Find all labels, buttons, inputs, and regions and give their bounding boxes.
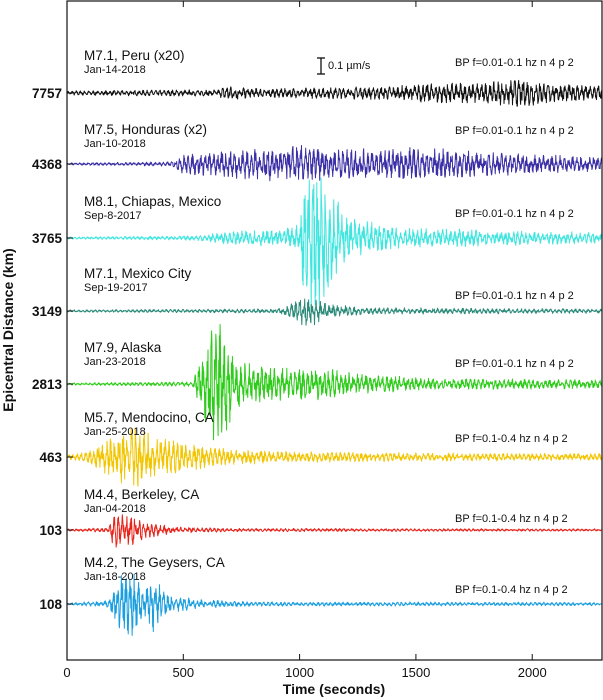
event-name-5: M7.9, Alaska bbox=[84, 340, 162, 355]
trace-8 bbox=[66, 573, 603, 636]
trace-4 bbox=[66, 298, 603, 326]
event-name-1: M7.1, Peru (x20) bbox=[84, 48, 185, 63]
filter-label-1: BP f=0.01-0.1 hz n 4 p 2 bbox=[455, 57, 574, 69]
event-date-6: Jan-25-2018 bbox=[84, 426, 146, 438]
event-date-1: Jan-14-2018 bbox=[84, 64, 146, 76]
filter-label-7: BP f=0.1-0.4 hz n 4 p 2 bbox=[455, 513, 568, 525]
x-tick-label-2: 500 bbox=[172, 665, 194, 680]
x-tick-label-5: 2000 bbox=[518, 665, 547, 680]
distance-label-4: 3149 bbox=[32, 304, 62, 319]
labels-layer: M7.1, Peru (x20)Jan-14-2018 BP f=0.01-0.1… bbox=[84, 48, 574, 596]
event-date-8: Jan-18-2018 bbox=[84, 571, 146, 583]
event-date-5: Jan-23-2018 bbox=[84, 356, 146, 368]
scale-bar-label: 0.1 µm/s bbox=[328, 60, 371, 72]
distance-label-2: 4368 bbox=[32, 157, 63, 172]
distance-label-6: 463 bbox=[39, 450, 62, 465]
event-name-4: M7.1, Mexico City bbox=[84, 266, 192, 281]
filter-label-2: BP f=0.01-0.1 hz n 4 p 2 bbox=[455, 125, 574, 137]
event-date-4: Sep-19-2017 bbox=[84, 282, 148, 294]
distance-label-3: 3765 bbox=[32, 231, 63, 246]
event-date-3: Sep-8-2017 bbox=[84, 210, 142, 222]
filter-label-6: BP f=0.1-0.4 hz n 4 p 2 bbox=[455, 433, 568, 445]
trace-1 bbox=[66, 79, 603, 107]
plot-frame bbox=[66, 0, 603, 661]
distance-label-8: 108 bbox=[39, 597, 62, 612]
event-date-7: Jan-04-2018 bbox=[84, 503, 146, 515]
filter-label-5: BP f=0.01-0.1 hz n 4 p 2 bbox=[455, 358, 574, 370]
x-axis-title: Time (seconds) bbox=[283, 681, 385, 697]
trace-3 bbox=[66, 177, 603, 312]
distance-label-5: 2813 bbox=[32, 377, 63, 392]
x-axis: 0 500 1000 1500 2000 bbox=[63, 1, 547, 680]
trace-7 bbox=[66, 514, 602, 548]
x-tick-label-1: 0 bbox=[63, 665, 70, 680]
event-name-2: M7.5, Honduras (x2) bbox=[84, 122, 207, 137]
distance-label-1: 7757 bbox=[32, 86, 62, 101]
y-axis: 7757 4368 3765 3149 2813 463 103 108 bbox=[32, 86, 73, 612]
event-name-7: M4.4, Berkeley, CA bbox=[84, 487, 199, 502]
filter-label-3: BP f=0.01-0.1 hz n 4 p 2 bbox=[455, 208, 574, 220]
event-name-6: M5.7, Mendocino, CA bbox=[84, 410, 214, 425]
trace-5 bbox=[66, 324, 603, 441]
event-date-2: Jan-10-2018 bbox=[84, 138, 146, 150]
x-tick-label-4: 1500 bbox=[401, 665, 430, 680]
trace-2 bbox=[66, 144, 603, 182]
filter-label-4: BP f=0.01-0.1 hz n 4 p 2 bbox=[455, 290, 574, 302]
event-name-3: M8.1, Chiapas, Mexico bbox=[84, 194, 221, 209]
trace-6 bbox=[66, 427, 603, 487]
filter-label-8: BP f=0.1-0.4 hz n 4 p 2 bbox=[455, 584, 568, 596]
event-name-8: M4.2, The Geysers, CA bbox=[84, 555, 225, 570]
amplitude-scale-bar: 0.1 µm/s bbox=[317, 57, 371, 75]
y-axis-title: Epicentral Distance (km) bbox=[0, 248, 16, 411]
distance-label-7: 103 bbox=[39, 523, 62, 538]
x-tick-label-3: 1000 bbox=[285, 665, 314, 680]
traces-layer bbox=[66, 79, 603, 636]
